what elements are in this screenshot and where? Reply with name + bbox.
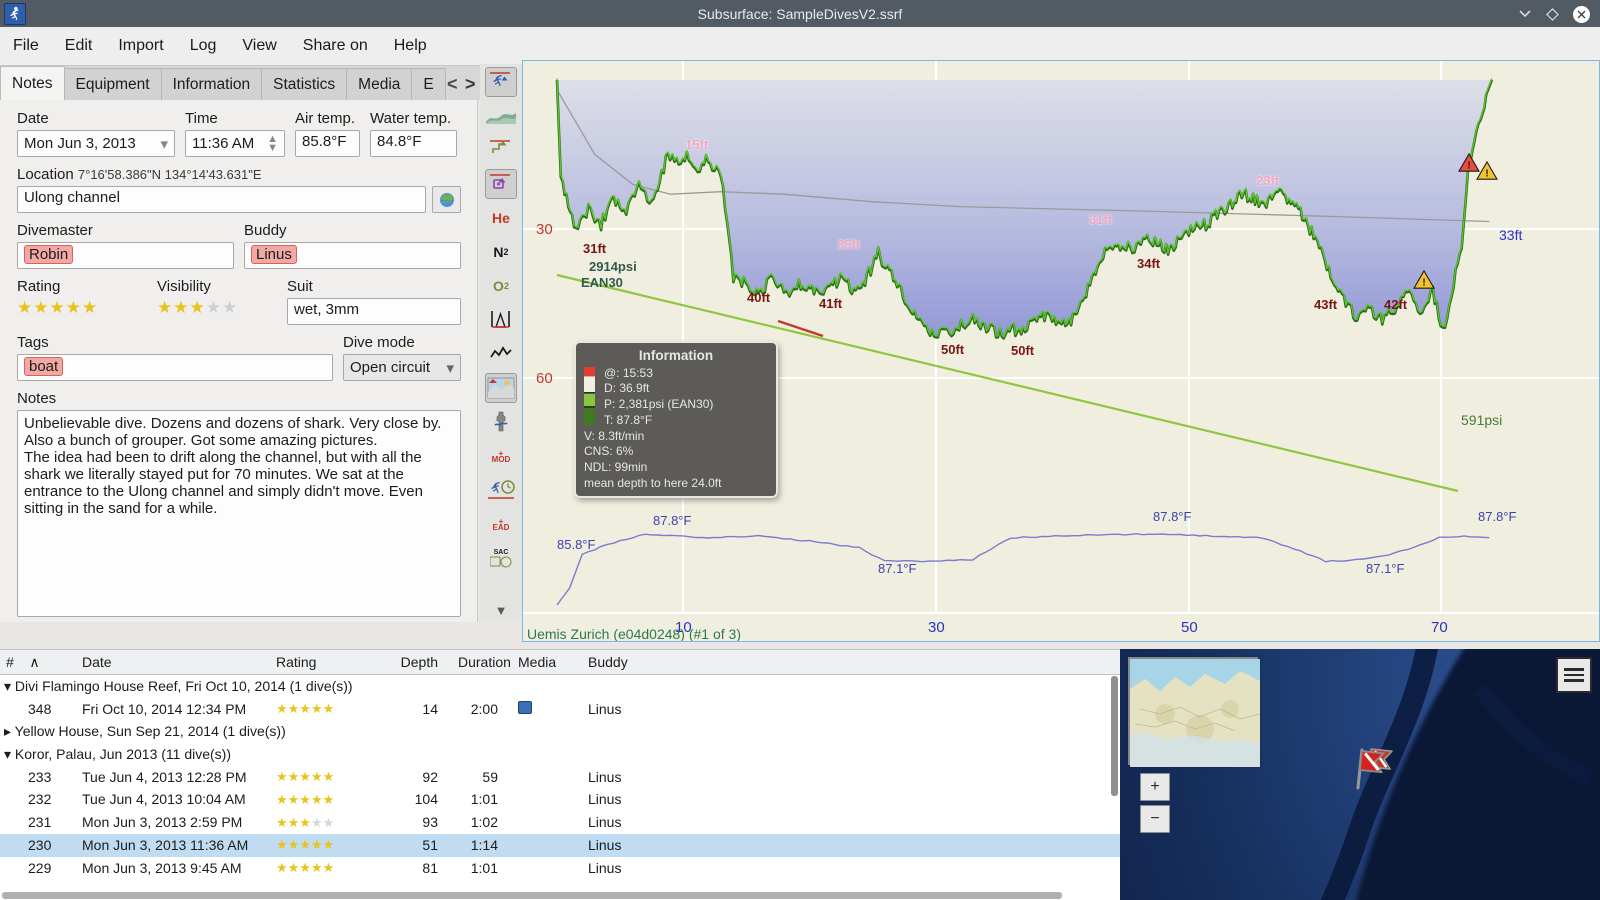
svg-text:!: ! <box>1485 168 1488 179</box>
svg-text:!: ! <box>1467 160 1470 171</box>
svg-text:!: ! <box>1422 277 1425 288</box>
